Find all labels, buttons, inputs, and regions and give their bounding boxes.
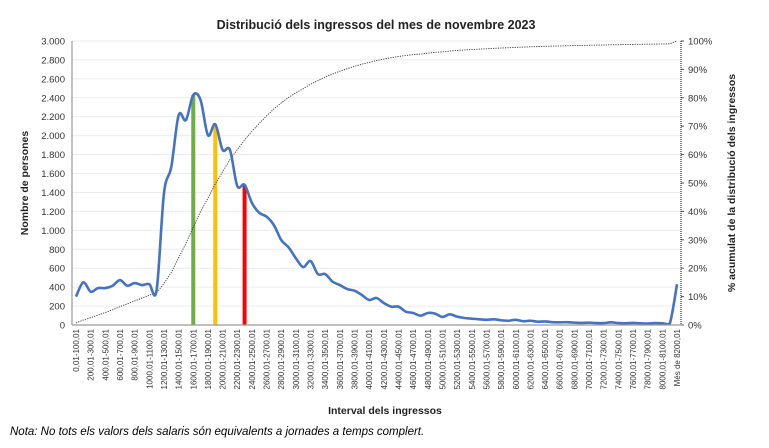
y2-axis-ticks: 0% 10% 20% 30% 40% 50% 60% 70% 80% 90% 100% (681, 37, 713, 332)
chart-title: Distribució dels ingressos del mes de no… (217, 18, 536, 32)
y-tick-label: 200 (49, 302, 65, 313)
x-tick-label: 6600,01-6700,01 (556, 328, 565, 389)
y2-tick-label: 60% (688, 150, 708, 161)
x-tick-label: 7800,01-7900,01 (644, 328, 653, 389)
y-tick-label: 0 (60, 321, 65, 332)
x-tick-label: 4000,01-4100,01 (365, 328, 374, 389)
x-tick-label: 6800,01-6900,01 (570, 328, 579, 389)
y-tick-label: 2.200 (41, 112, 65, 123)
y-tick-label: 1.800 (41, 150, 65, 161)
x-tick-label: 5200,01-5300,01 (453, 328, 462, 389)
x-tick-label: 7400,01-7500,01 (614, 328, 623, 389)
x-tick-label: 6400,01-6500,01 (541, 328, 550, 389)
y-tick-label: 600 (49, 264, 65, 275)
x-tick-label: 6000,01-6100,01 (512, 328, 521, 389)
x-tick-label: 5000,01-5100,01 (438, 328, 447, 389)
y-tick-label: 2.800 (41, 55, 65, 66)
y-tick-label: 400 (49, 283, 65, 294)
x-tick-label: 3600,01-3700,01 (336, 328, 345, 389)
y-tick-label: 1.000 (41, 226, 65, 237)
x-tick-label: 1200,01-1300,01 (160, 328, 169, 389)
x-tick-label: 1800,01-1900,01 (204, 328, 213, 389)
x-tick-label: 7000,01-7100,01 (585, 328, 594, 389)
x-tick-label: 3400,01-3500,01 (321, 328, 330, 389)
x-tick-label: 4800,01-4900,01 (424, 328, 433, 389)
y-axis-ticks: 0 200 400 600 800 1.000 1.200 1.400 1.600 1.800 2.… (41, 37, 65, 332)
x-tick-label: 2400,01-2500,01 (248, 328, 257, 389)
x-tick-label: Més de 8200,01 (673, 328, 682, 386)
y-tick-label: 1.400 (41, 188, 65, 199)
x-tick-label: 8000,01-8100,01 (658, 328, 667, 389)
y2-tick-label: 90% (688, 65, 708, 76)
cumulative-line (75, 40, 678, 324)
footnote: Nota: No tots els valors dels salaris só… (10, 426, 425, 438)
x-axis-ticks: 0,01-100,01 200,01-300,01 400,01-500,01 600… (72, 328, 682, 389)
persons-line (74, 92, 679, 326)
x-tick-label: 1400,01-1500,01 (175, 328, 184, 389)
y2-tick-label: 10% (688, 292, 708, 303)
x-tick-label: 400,01-500,01 (101, 328, 110, 380)
x-tick-label: 6200,01-6300,01 (526, 328, 535, 389)
y-axis-title: Nombre de persones (19, 131, 31, 236)
x-tick-label: 1600,01-1700,01 (189, 328, 198, 389)
y2-tick-label: 20% (688, 264, 708, 275)
y-tick-label: 3.000 (41, 37, 65, 48)
x-tick-label: 4200,01-4300,01 (380, 328, 389, 389)
x-tick-label: 7600,01-7700,01 (629, 328, 638, 389)
x-tick-label: 0,01-100,01 (72, 328, 81, 371)
y2-tick-label: 80% (688, 93, 708, 104)
y-tick-label: 800 (49, 245, 65, 256)
gridlines (72, 40, 681, 307)
x-tick-label: 4600,01-4700,01 (409, 328, 418, 389)
x-tick-label: 600,01-700,01 (116, 328, 125, 380)
y2-tick-label: 100% (688, 37, 713, 48)
x-tick-label: 200,01-300,01 (87, 328, 96, 380)
x-tick-label: 5600,01-5700,01 (482, 328, 491, 389)
x-axis-title: Interval dels ingressos (328, 405, 442, 417)
x-tick-label: 2600,01-2700,01 (263, 328, 272, 389)
x-tick-label: 1000,01-1100,01 (145, 328, 154, 388)
y2-tick-label: 50% (688, 179, 708, 190)
y-tick-label: 1.600 (41, 169, 65, 180)
x-tick-label: 7200,01-7300,01 (600, 328, 609, 389)
y2-tick-label: 70% (688, 122, 708, 133)
x-tick-label: 3200,01-3300,01 (307, 328, 316, 389)
x-tick-label: 3800,01-3900,01 (351, 328, 360, 389)
marker-lines (191, 94, 247, 325)
x-tick-label: 3000,01-3100,01 (292, 328, 301, 389)
y2-tick-label: 30% (688, 235, 708, 246)
y-tick-label: 1.200 (41, 207, 65, 218)
x-tick-label: 2800,01-2900,01 (277, 328, 286, 389)
y-tick-label: 2.400 (41, 93, 65, 104)
x-tick-label: 800,01-900,01 (131, 328, 140, 380)
x-tick-label: 2200,01-2300,01 (233, 328, 242, 389)
y2-axis-title: % acumulat de la distribució dels ingres… (726, 74, 738, 292)
x-tick-label: 2000,01-2100,01 (219, 328, 228, 389)
y-tick-label: 2.600 (41, 74, 65, 85)
x-tick-label: 5400,01-5500,01 (468, 328, 477, 389)
y2-tick-label: 40% (688, 207, 708, 218)
y-tick-label: 2.000 (41, 131, 65, 142)
x-tick-label: 4400,01-4500,01 (394, 328, 403, 389)
x-tick-label: 5800,01-5900,01 (497, 328, 506, 389)
y2-tick-label: 0% (688, 321, 702, 332)
